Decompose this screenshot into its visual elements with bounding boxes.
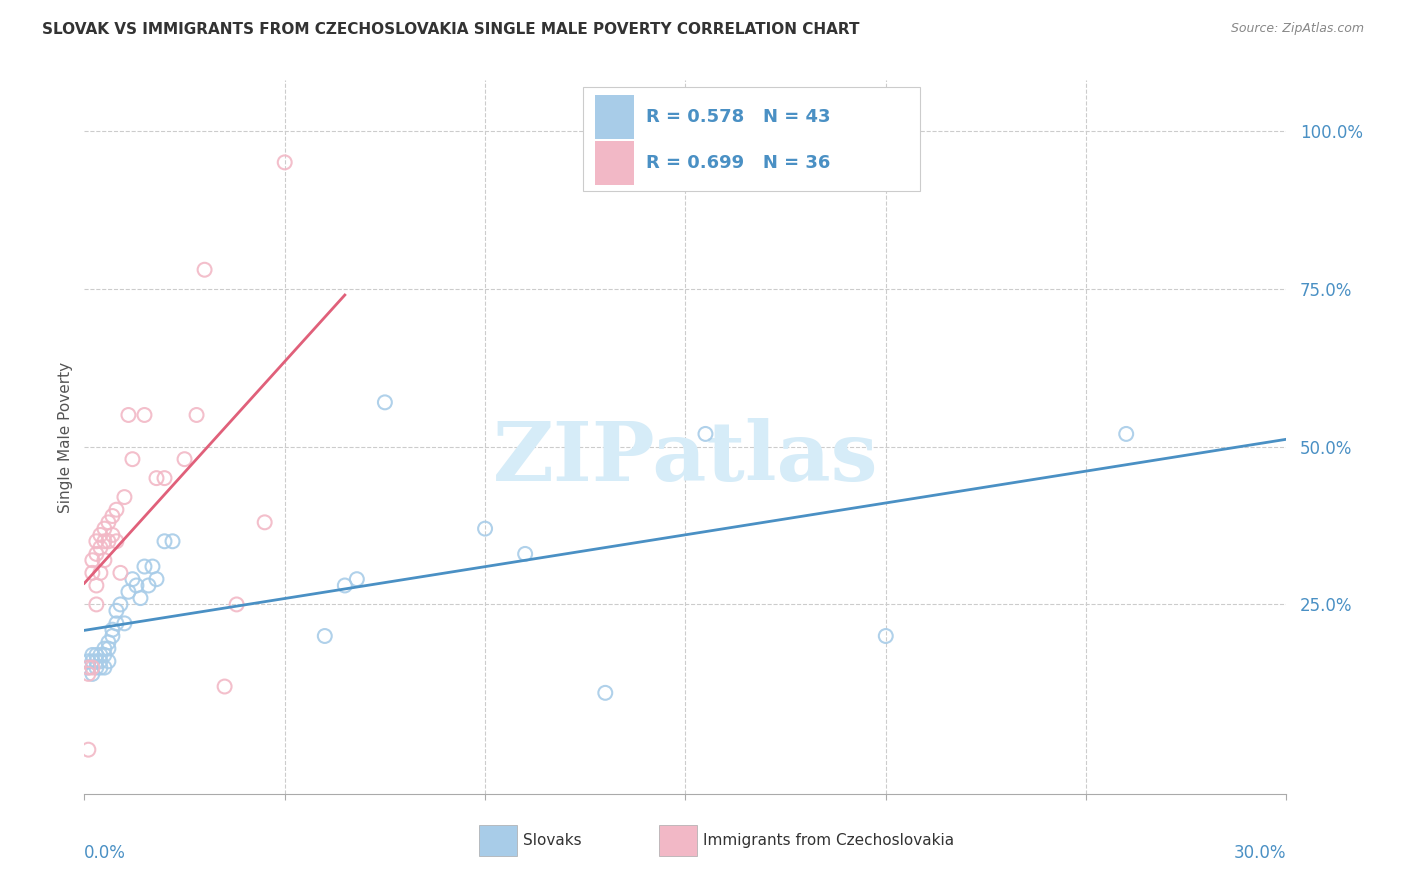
Point <box>89 541 111 555</box>
Point <box>97 641 120 656</box>
Point <box>82 660 104 674</box>
Point <box>314 629 336 643</box>
Point <box>105 534 128 549</box>
Point <box>82 648 104 662</box>
Point <box>121 572 143 586</box>
Point <box>114 490 135 504</box>
Point <box>77 666 100 681</box>
Point <box>145 471 167 485</box>
Text: Source: ZipAtlas.com: Source: ZipAtlas.com <box>1230 22 1364 36</box>
Point <box>110 598 132 612</box>
Y-axis label: Single Male Poverty: Single Male Poverty <box>58 361 73 513</box>
Point <box>125 578 148 592</box>
Point <box>97 635 120 649</box>
Point <box>194 262 217 277</box>
Text: Immigrants from Czechoslovakia: Immigrants from Czechoslovakia <box>703 833 955 847</box>
Point <box>86 534 108 549</box>
Point <box>77 742 100 756</box>
Point <box>101 508 124 523</box>
Point <box>93 660 115 674</box>
Point <box>374 395 396 409</box>
Point <box>77 660 100 674</box>
Point <box>214 680 236 694</box>
Point <box>93 522 115 536</box>
Point <box>153 534 176 549</box>
Point <box>93 553 115 567</box>
Point <box>86 648 108 662</box>
Point <box>695 426 717 441</box>
Text: ZIPatlas: ZIPatlas <box>492 418 879 499</box>
Point <box>153 471 176 485</box>
Point <box>89 654 111 668</box>
Point <box>105 616 128 631</box>
Point <box>86 547 108 561</box>
Text: 0.0%: 0.0% <box>84 844 127 862</box>
Text: R = 0.699   N = 36: R = 0.699 N = 36 <box>645 154 830 172</box>
Point <box>225 598 247 612</box>
Text: 30.0%: 30.0% <box>1234 844 1286 862</box>
Point <box>134 408 156 422</box>
Point <box>186 408 208 422</box>
FancyBboxPatch shape <box>583 87 920 191</box>
Point <box>110 566 132 580</box>
Point <box>141 559 163 574</box>
Point <box>333 578 356 592</box>
Point <box>82 566 104 580</box>
Point <box>93 641 115 656</box>
Point <box>97 534 120 549</box>
Point <box>162 534 184 549</box>
Point <box>346 572 368 586</box>
Point <box>89 648 111 662</box>
FancyBboxPatch shape <box>659 824 697 856</box>
Point <box>93 534 115 549</box>
Point <box>77 660 100 674</box>
FancyBboxPatch shape <box>478 824 517 856</box>
FancyBboxPatch shape <box>595 141 634 186</box>
Point <box>134 559 156 574</box>
Point <box>121 452 143 467</box>
Point <box>117 584 139 599</box>
Point <box>129 591 152 606</box>
Text: R = 0.578   N = 43: R = 0.578 N = 43 <box>645 108 831 126</box>
Point <box>145 572 167 586</box>
Point <box>105 502 128 516</box>
Point <box>82 654 104 668</box>
Point <box>138 578 160 592</box>
Point <box>86 654 108 668</box>
Point <box>274 155 297 169</box>
Point <box>82 553 104 567</box>
Point <box>86 598 108 612</box>
Point <box>117 408 139 422</box>
Point <box>101 623 124 637</box>
Point <box>93 648 115 662</box>
Point <box>86 660 108 674</box>
Point <box>86 578 108 592</box>
Point <box>1115 426 1137 441</box>
Point <box>474 522 496 536</box>
Point <box>595 686 617 700</box>
Point <box>77 654 100 668</box>
Point <box>101 528 124 542</box>
Point <box>101 629 124 643</box>
FancyBboxPatch shape <box>595 95 634 139</box>
Point <box>515 547 537 561</box>
Point <box>82 666 104 681</box>
Point <box>89 660 111 674</box>
Text: SLOVAK VS IMMIGRANTS FROM CZECHOSLOVAKIA SINGLE MALE POVERTY CORRELATION CHART: SLOVAK VS IMMIGRANTS FROM CZECHOSLOVAKIA… <box>42 22 859 37</box>
Point <box>173 452 195 467</box>
Point <box>253 516 276 530</box>
Point <box>875 629 897 643</box>
Text: Slovaks: Slovaks <box>523 833 582 847</box>
Point <box>89 528 111 542</box>
Point <box>97 654 120 668</box>
Point <box>114 616 135 631</box>
Point <box>105 604 128 618</box>
Point <box>89 566 111 580</box>
Point <box>97 516 120 530</box>
